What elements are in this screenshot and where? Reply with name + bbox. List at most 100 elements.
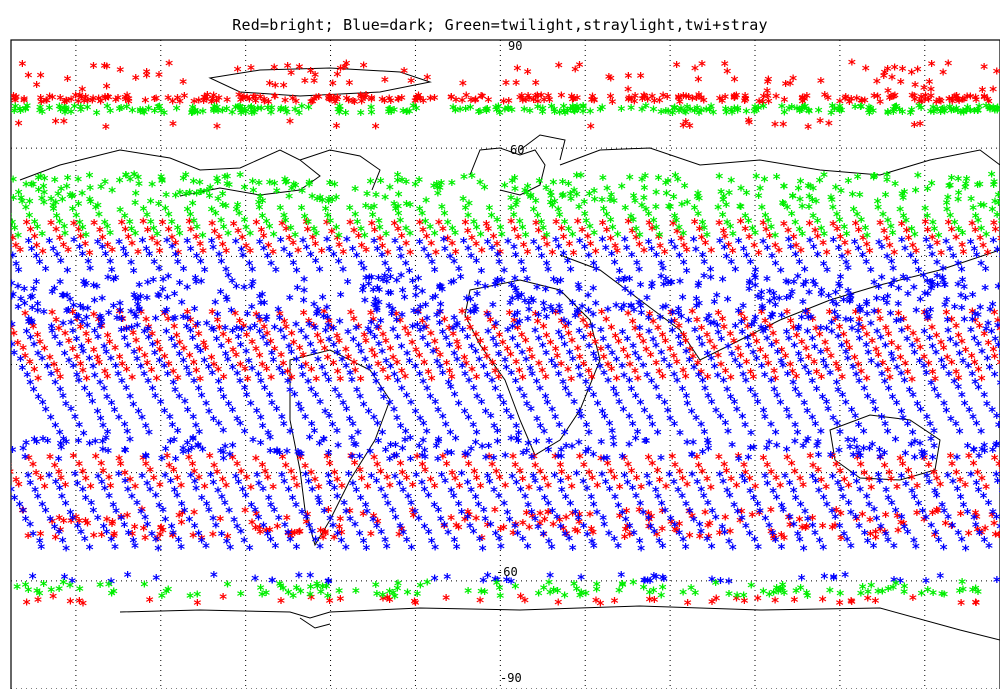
- data-point: *: [173, 371, 182, 389]
- data-point: *: [690, 62, 699, 80]
- data-point: *: [855, 304, 864, 322]
- data-point: *: [863, 585, 872, 603]
- data-point: *: [343, 275, 352, 293]
- data-point: *: [2, 331, 11, 349]
- data-point: *: [75, 582, 84, 600]
- data-point: *: [243, 307, 252, 325]
- data-point: *: [942, 305, 951, 323]
- data-point: *: [802, 89, 811, 107]
- data-point: *: [333, 91, 342, 109]
- data-point: *: [850, 351, 859, 369]
- data-point: *: [97, 319, 106, 337]
- data-point: *: [478, 541, 487, 559]
- data-point: *: [784, 276, 793, 294]
- data-point: *: [754, 540, 763, 558]
- data-point: *: [575, 282, 584, 300]
- data-point: *: [303, 222, 312, 240]
- data-point: *: [313, 328, 322, 346]
- data-point: *: [518, 93, 527, 111]
- data-point: *: [667, 275, 676, 293]
- data-point: *: [192, 364, 201, 382]
- data-point: *: [442, 591, 451, 609]
- data-point: *: [62, 94, 71, 112]
- data-point: *: [92, 106, 101, 124]
- data-point: *: [639, 581, 648, 599]
- data-point: *: [917, 101, 926, 119]
- data-point: *: [382, 275, 391, 293]
- data-point: *: [639, 243, 648, 261]
- data-point: *: [251, 94, 260, 112]
- data-point: *: [692, 299, 701, 317]
- data-point: *: [461, 102, 470, 120]
- data-point: *: [248, 433, 257, 451]
- data-point: *: [803, 432, 812, 450]
- data-point: *: [154, 542, 163, 560]
- data-point: *: [186, 313, 195, 331]
- data-point: *: [944, 216, 953, 234]
- data-point: *: [222, 244, 231, 262]
- data-point: *: [629, 575, 638, 593]
- data-point: *: [266, 335, 275, 353]
- data-point: *: [220, 170, 229, 188]
- data-point: *: [567, 90, 576, 108]
- data-point: *: [325, 89, 334, 107]
- data-point: *: [179, 75, 188, 93]
- data-point: *: [432, 439, 441, 457]
- data-point: *: [841, 313, 850, 331]
- data-point: *: [385, 92, 394, 110]
- data-point: *: [673, 225, 682, 243]
- data-point: *: [445, 321, 454, 339]
- data-point: *: [874, 305, 883, 323]
- data-point: *: [488, 356, 497, 374]
- data-point: *: [252, 216, 261, 234]
- data-point: *: [10, 91, 19, 109]
- data-point: *: [227, 304, 236, 322]
- data-point: *: [201, 91, 210, 109]
- data-point: *: [710, 341, 719, 359]
- data-point: *: [293, 445, 302, 463]
- data-point: *: [679, 227, 688, 245]
- data-point: *: [527, 350, 536, 368]
- data-point: *: [715, 92, 724, 110]
- data-point: *: [612, 299, 621, 317]
- data-point: *: [584, 288, 593, 306]
- data-point: *: [656, 310, 665, 328]
- data-point: *: [104, 90, 113, 108]
- data-point: *: [525, 92, 534, 110]
- data-point: *: [154, 289, 163, 307]
- data-point: *: [65, 579, 74, 597]
- data-point: *: [900, 185, 909, 203]
- data-point: *: [81, 237, 90, 255]
- data-point: *: [118, 312, 127, 330]
- data-point: *: [845, 95, 854, 113]
- data-point: *: [155, 244, 164, 262]
- data-point: *: [569, 246, 578, 264]
- data-point: *: [171, 236, 180, 254]
- data-point: *: [517, 328, 526, 346]
- data-point: *: [733, 588, 742, 606]
- data-point: *: [12, 90, 21, 108]
- data-point: *: [427, 372, 436, 390]
- data-point: *: [817, 283, 826, 301]
- data-point: *: [341, 342, 350, 360]
- data-point: *: [329, 91, 338, 109]
- data-point: *: [679, 119, 688, 137]
- data-point: *: [661, 334, 670, 352]
- data-point: *: [463, 224, 472, 242]
- data-point: *: [834, 362, 843, 380]
- data-point: *: [308, 189, 317, 207]
- data-point: *: [557, 357, 566, 375]
- data-point: *: [209, 568, 218, 586]
- data-point: *: [386, 341, 395, 359]
- data-point: *: [694, 88, 703, 106]
- data-point: *: [742, 355, 751, 373]
- data-point: *: [371, 120, 380, 138]
- data-point: *: [317, 244, 326, 262]
- data-point: *: [24, 68, 33, 86]
- data-point: *: [145, 593, 154, 611]
- data-point: *: [804, 350, 813, 368]
- data-point: *: [160, 307, 169, 325]
- data-point: *: [378, 93, 387, 111]
- data-point: *: [581, 445, 590, 463]
- data-point: *: [431, 540, 440, 558]
